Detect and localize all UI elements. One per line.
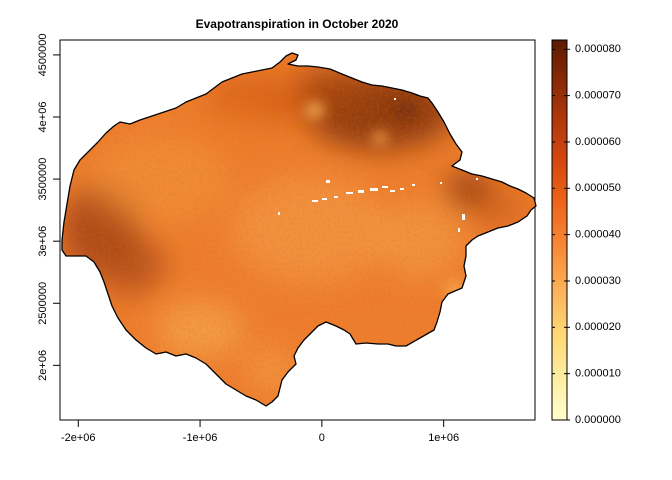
y-tick-label: 4500000 bbox=[37, 33, 49, 76]
evapotranspiration-raster bbox=[62, 53, 535, 406]
colorbar-frame bbox=[551, 39, 568, 421]
y-tick-label: 2e+06 bbox=[37, 350, 49, 381]
colorbar-tick-label: 0.000060 bbox=[575, 136, 621, 148]
colorbar-tick-label: 0.000000 bbox=[575, 414, 621, 426]
x-tick-label: 0 bbox=[319, 432, 325, 444]
x-tick-label: -1e+06 bbox=[183, 432, 218, 444]
colorbar-tick-label: 0.000050 bbox=[575, 182, 621, 194]
amazon-basin-outline bbox=[61, 52, 537, 407]
y-tick-label: 2500000 bbox=[37, 282, 49, 325]
colorbar-legend: 0.000000 0.000010 0.000020 0.000030 0.00… bbox=[551, 39, 621, 426]
y-tick-label: 3e+06 bbox=[37, 226, 49, 257]
map-title: Evapotranspiration in October 2020 bbox=[196, 17, 399, 31]
x-tick-label: 1e+06 bbox=[428, 432, 459, 444]
y-tick-label: 4e+06 bbox=[37, 102, 49, 133]
x-axis: -2e+06 -1e+06 0 1e+06 bbox=[61, 419, 459, 444]
colorbar-tick-label: 0.000040 bbox=[575, 229, 621, 241]
colorbar-tick-label: 0.000030 bbox=[575, 275, 621, 287]
colorbar-tick-label: 0.000080 bbox=[575, 43, 621, 55]
colorbar-tick-label: 0.000070 bbox=[575, 90, 621, 102]
colorbar-tick-label: 0.000020 bbox=[575, 321, 621, 333]
y-axis: 2e+06 2500000 3e+06 3500000 4e+06 450000… bbox=[37, 33, 61, 381]
colorbar-ramp bbox=[552, 40, 567, 420]
colorbar-tick-label: 0.000010 bbox=[575, 368, 621, 380]
x-tick-label: -2e+06 bbox=[61, 432, 96, 444]
y-tick-label: 3500000 bbox=[37, 158, 49, 201]
